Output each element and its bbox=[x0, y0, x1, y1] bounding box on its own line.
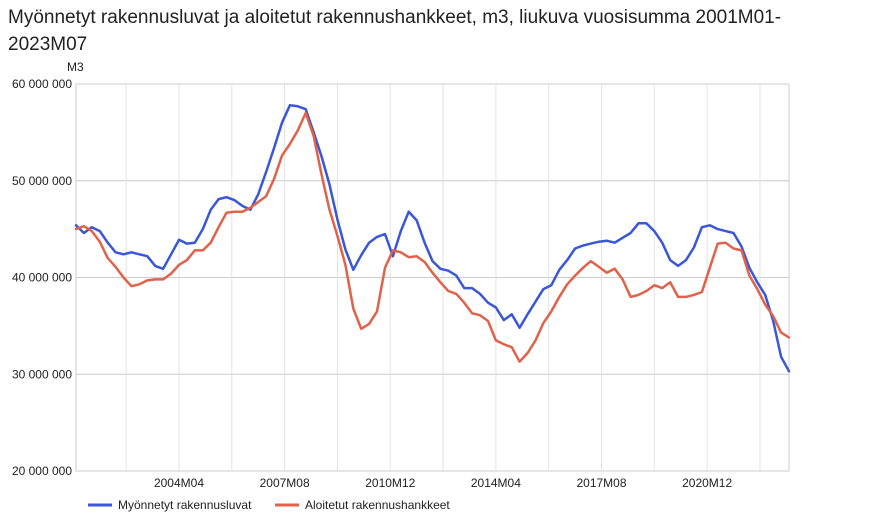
x-tick-label: 2004M04 bbox=[154, 476, 204, 490]
y-axis-unit-label: M3 bbox=[67, 60, 84, 74]
x-tick-label: 2014M04 bbox=[471, 476, 521, 490]
x-tick-label: 2010M12 bbox=[365, 476, 415, 490]
series-line-aloitetut bbox=[74, 111, 791, 363]
legend-label: Myönnetyt rakennusluvat bbox=[118, 498, 252, 512]
series-lines bbox=[74, 104, 791, 373]
chart-title: Myönnetyt rakennusluvat ja aloitetut rak… bbox=[8, 7, 782, 55]
x-tick-label: 2007M08 bbox=[260, 476, 310, 490]
y-tick-label: 30 000 000 bbox=[12, 367, 72, 381]
y-axis-ticks: 20 000 000 30 000 000 40 000 000 50 000 000… bbox=[12, 77, 72, 478]
y-tick-label: 40 000 000 bbox=[12, 271, 72, 285]
gridlines bbox=[75, 83, 790, 472]
legend-label: Aloitetut rakennushankkeet bbox=[305, 498, 450, 512]
legend: Myönnetyt rakennusluvat Aloitetut rakennu… bbox=[88, 498, 450, 512]
x-tick-label: 2017M08 bbox=[576, 476, 626, 490]
y-tick-label: 50 000 000 bbox=[12, 174, 72, 188]
y-tick-label: 60 000 000 bbox=[12, 77, 72, 91]
series-line-myonnetyt bbox=[74, 104, 791, 373]
x-tick-label: 2020M12 bbox=[682, 476, 732, 490]
y-tick-label: 20 000 000 bbox=[12, 464, 72, 478]
x-axis-ticks: 2004M04 2007M08 2010M12 2014M04 2017M08 2020M… bbox=[154, 476, 733, 490]
